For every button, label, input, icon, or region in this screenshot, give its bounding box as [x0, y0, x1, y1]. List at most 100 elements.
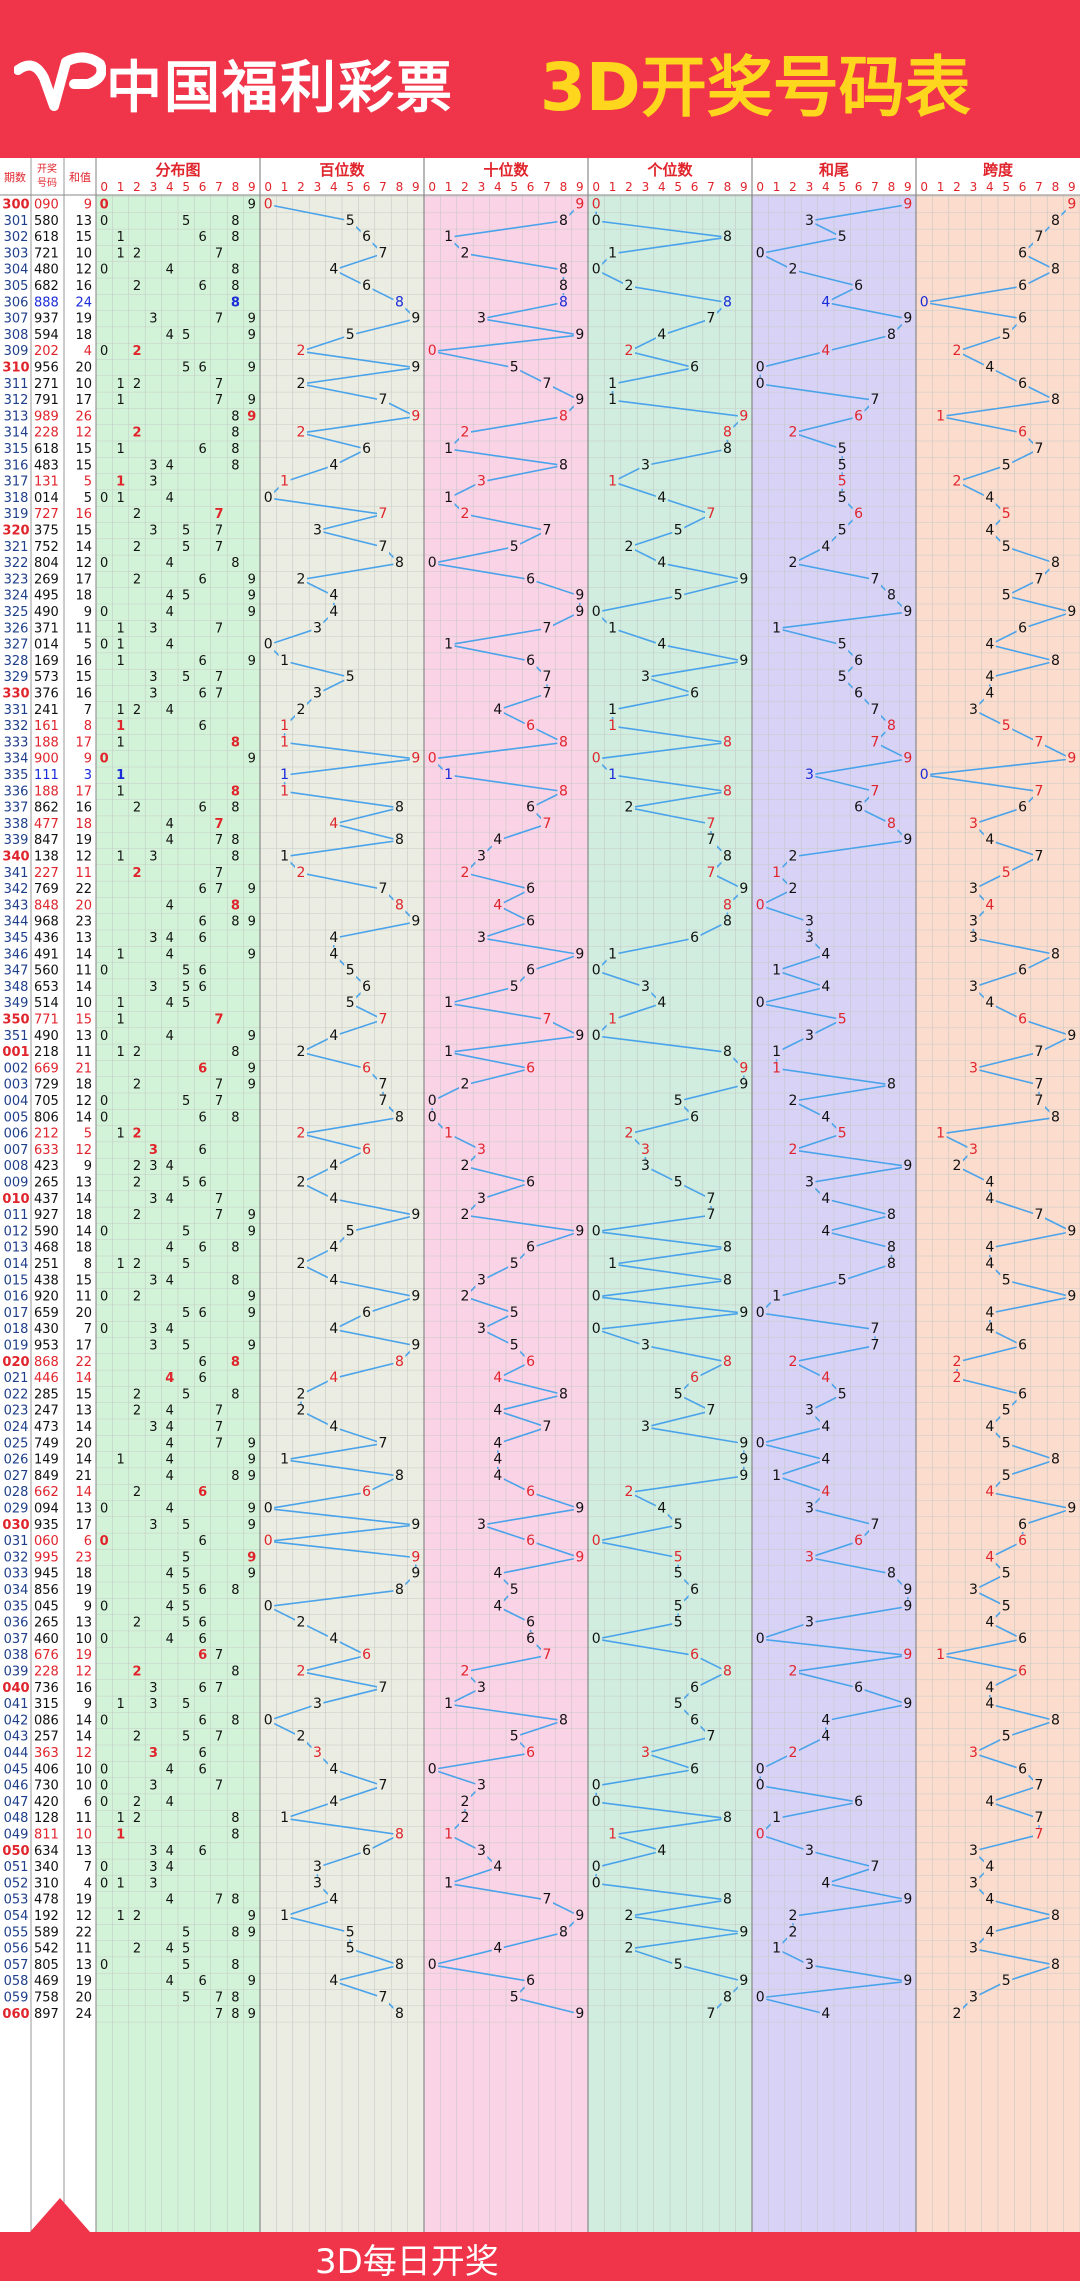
draw-number: 212	[34, 1127, 59, 1142]
distribution-digit: 3	[149, 931, 157, 946]
trend-point-span: 3	[969, 1582, 978, 1598]
sum-value: 10	[75, 377, 92, 392]
trend-point-hundreds: 4	[329, 1631, 338, 1647]
sum-value: 3	[84, 768, 92, 783]
sum-value: 9	[84, 1599, 92, 1614]
trend-point-tens: 8	[559, 457, 568, 473]
footer-label: 3D每日开奖	[315, 2242, 499, 2282]
trend-point-bg-hundreds	[327, 1762, 340, 1777]
trend-point-units: 6	[690, 360, 699, 376]
trend-point-bg-hundreds	[377, 507, 389, 522]
trend-point-bg-hundreds	[377, 1436, 389, 1451]
trend-point-units: 5	[674, 1517, 683, 1533]
trend-point-sum_tail: 3	[805, 213, 814, 229]
distribution-digit: 7	[215, 1730, 223, 1745]
trend-point-tens: 4	[493, 1598, 502, 1614]
sum-value: 12	[75, 1909, 92, 1924]
trend-point-hundreds: 9	[411, 408, 420, 424]
distribution-digit: 3	[149, 524, 157, 539]
distribution-digit: 6	[198, 801, 206, 816]
draw-number: 247	[34, 1404, 59, 1419]
trend-point-bg-hundreds	[377, 393, 389, 408]
trend-point-units: 4	[657, 637, 666, 653]
trend-point-units: 8	[723, 1810, 732, 1826]
trend-point-span: 7	[1035, 849, 1044, 865]
section-header-span: 跨度	[983, 161, 1014, 179]
trend-point-bg-hundreds	[393, 2006, 406, 2021]
distribution-digit: 9	[248, 882, 256, 897]
sum-value: 5	[84, 638, 92, 653]
sum-value: 19	[75, 833, 92, 848]
trend-point-span: 8	[1051, 653, 1060, 669]
brand-emblem-icon	[14, 52, 106, 111]
trend-point-units: 0	[592, 1223, 601, 1239]
trend-point-sum_tail: 6	[854, 653, 863, 669]
digit-header-tens: 9	[576, 180, 584, 194]
trend-point-sum_tail: 8	[887, 1207, 896, 1223]
trend-point-units: 0	[592, 604, 601, 620]
trend-point-span: 4	[985, 1549, 994, 1565]
trend-point-span: 2	[953, 343, 962, 359]
distribution-digit: 1	[116, 719, 125, 734]
trend-point-hundreds: 8	[395, 1354, 404, 1370]
distribution-digit: 6	[198, 980, 206, 995]
trend-point-sum_tail: 2	[789, 1664, 798, 1680]
period-label: 351	[4, 1029, 29, 1044]
sum-value: 13	[75, 1404, 92, 1419]
sum-value: 15	[75, 1273, 92, 1288]
period-label: 038	[4, 1648, 29, 1663]
trend-point-bg-hundreds	[311, 686, 324, 701]
trend-point-sum_tail: 2	[789, 1354, 798, 1370]
sum-value: 13	[75, 1844, 92, 1859]
trend-point-sum_tail: 4	[821, 343, 830, 359]
trend-point-bg-tens	[491, 1566, 504, 1581]
trend-point-sum_tail: 0	[756, 1305, 765, 1321]
trend-point-bg-tens	[524, 1175, 537, 1190]
period-label: 316	[4, 458, 29, 473]
digit-header-span: 0	[920, 180, 928, 194]
trend-point-sum_tail: 5	[838, 1126, 847, 1142]
lottery-brand-logo: 中国福利彩票	[14, 38, 454, 128]
draw-number: 376	[34, 687, 59, 702]
period-label: 027	[4, 1469, 29, 1484]
distribution-digit: 5	[182, 1306, 190, 1321]
trend-point-hundreds: 2	[297, 571, 306, 587]
sum-value: 18	[75, 817, 92, 832]
distribution-digit: 9	[248, 1290, 256, 1305]
trend-point-tens: 4	[493, 1566, 502, 1582]
draw-number: 128	[34, 1811, 59, 1826]
distribution-digit: 1	[116, 850, 124, 865]
period-label: 015	[4, 1273, 29, 1288]
distribution-digit: 7	[214, 1013, 223, 1028]
trend-point-sum_tail: 0	[756, 897, 765, 913]
draw-number: 490	[34, 605, 59, 620]
trend-point-units: 5	[674, 1566, 683, 1582]
trend-point-units: 0	[592, 197, 601, 213]
distribution-digit: 1	[116, 1828, 125, 1843]
distribution-digit: 0	[100, 198, 109, 213]
trend-point-hundreds: 7	[379, 1778, 388, 1794]
trend-point-bg-hundreds	[327, 1322, 340, 1337]
digit-header-sum_tail: 0	[756, 180, 764, 194]
trend-point-span: 6	[1018, 1631, 1027, 1647]
trend-point-tens: 6	[526, 1354, 535, 1370]
distribution-digit: 2	[132, 1665, 141, 1680]
digit-header-sum_tail: 8	[888, 180, 896, 194]
trend-point-bg-tens	[442, 491, 455, 506]
trend-point-sum_tail: 9	[903, 1158, 912, 1174]
trend-point-units: 2	[625, 1908, 634, 1924]
trend-point-bg-tens	[426, 556, 439, 571]
trend-point-bg-hundreds	[344, 213, 357, 228]
trend-point-span: 4	[985, 1256, 994, 1272]
trend-point-span: 7	[1035, 1810, 1044, 1826]
trend-point-hundreds: 6	[362, 1142, 371, 1158]
trend-point-hundreds: 8	[395, 832, 404, 848]
trend-point-sum_tail: 6	[854, 506, 863, 522]
sum-value: 7	[84, 703, 92, 718]
sum-value: 13	[75, 214, 92, 229]
trend-point-tens: 1	[444, 1696, 453, 1712]
distribution-digit: 7	[215, 393, 223, 408]
trend-point-units: 7	[707, 816, 716, 832]
trend-point-units: 5	[674, 523, 683, 539]
trend-point-hundreds: 5	[346, 995, 355, 1011]
